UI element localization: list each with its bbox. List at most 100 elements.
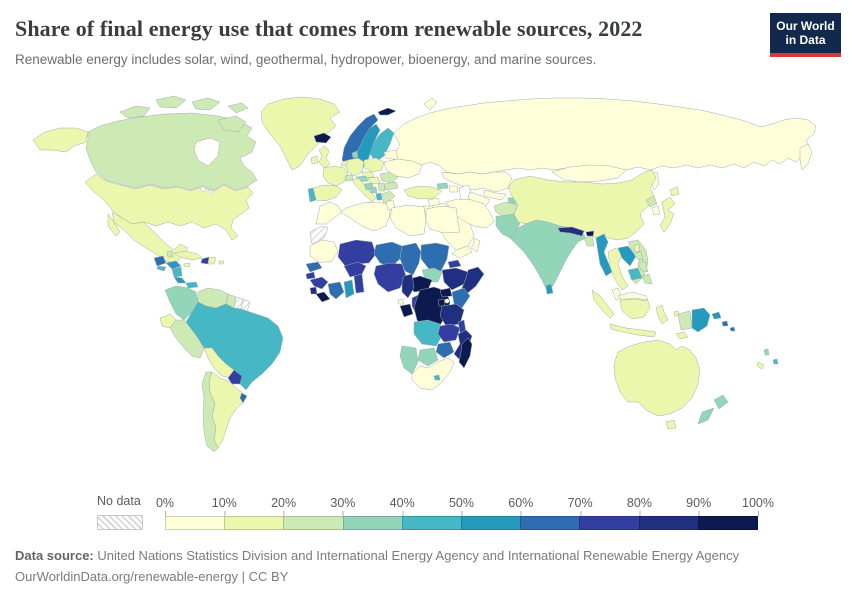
country-philippines[interactable] xyxy=(641,273,653,285)
country-ghana[interactable] xyxy=(343,279,355,299)
country-australia[interactable] xyxy=(613,339,701,417)
country-sierra-leone[interactable] xyxy=(309,286,318,295)
country-kamchatka[interactable] xyxy=(799,143,813,171)
legend-segment-80-90%[interactable] xyxy=(638,516,699,530)
country-ireland[interactable] xyxy=(310,155,319,165)
country-western-sahara[interactable] xyxy=(309,225,329,245)
country-yemen[interactable] xyxy=(451,245,473,259)
country-papua-new-guinea[interactable] xyxy=(691,307,711,333)
country-canada[interactable] xyxy=(85,112,258,191)
legend-segment-20-30%[interactable] xyxy=(283,516,344,530)
country-alaska[interactable] xyxy=(32,127,89,153)
country-germany[interactable] xyxy=(345,157,365,177)
country-burkina-faso[interactable] xyxy=(343,261,367,278)
country-fiji[interactable] xyxy=(772,358,779,365)
country-iran[interactable] xyxy=(445,198,495,229)
country-oman[interactable] xyxy=(470,237,481,253)
country-myanmar[interactable] xyxy=(595,233,613,277)
country-serbia[interactable] xyxy=(377,182,386,192)
country-uganda[interactable] xyxy=(439,287,453,298)
country-greece[interactable] xyxy=(381,190,396,205)
country-turkmenistan[interactable] xyxy=(467,191,491,207)
country-georgia[interactable] xyxy=(436,182,449,190)
country-egypt[interactable] xyxy=(425,205,461,234)
country-portugal[interactable] xyxy=(307,187,317,203)
country-el-salvador[interactable] xyxy=(156,265,167,272)
country-bulgaria[interactable] xyxy=(383,181,399,191)
owid-url-link[interactable]: OurWorldinData.org/renewable-energy xyxy=(15,569,239,584)
country-north-korea[interactable] xyxy=(645,195,658,208)
country-rwanda-burundi[interactable] xyxy=(437,298,446,307)
country-arctic-island[interactable] xyxy=(155,95,187,109)
country-senegal[interactable] xyxy=(305,261,323,273)
country-nicaragua[interactable] xyxy=(171,266,183,278)
country-zimbabwe[interactable] xyxy=(435,341,455,359)
country-chile[interactable] xyxy=(201,371,219,453)
country-albania[interactable] xyxy=(375,192,383,201)
country-lesotho[interactable] xyxy=(433,374,441,381)
country-solomon-islands[interactable] xyxy=(729,326,736,332)
country-belize[interactable] xyxy=(166,250,174,258)
country-kalimantan[interactable] xyxy=(619,298,651,320)
country-cote-divoire[interactable] xyxy=(327,281,345,300)
country-philippines[interactable] xyxy=(637,260,649,273)
country-solomon-islands[interactable] xyxy=(721,320,729,327)
country-baja[interactable] xyxy=(107,213,121,237)
country-cuba[interactable] xyxy=(173,250,203,261)
country-dominican-republic[interactable] xyxy=(207,256,217,265)
country-mali[interactable] xyxy=(337,239,377,268)
legend-segment-10-20%[interactable] xyxy=(224,516,285,530)
country-cambodia[interactable] xyxy=(627,267,643,281)
country-sudan[interactable] xyxy=(420,242,450,272)
legend-segment-50-60%[interactable] xyxy=(461,516,522,530)
country-namibia[interactable] xyxy=(399,345,419,375)
owid-logo[interactable]: Our World in Data xyxy=(770,13,841,57)
country-japan[interactable] xyxy=(659,196,676,233)
country-new-britain[interactable] xyxy=(711,311,722,320)
country-togo-benin[interactable] xyxy=(353,273,365,294)
country-uzbekistan[interactable] xyxy=(483,189,507,201)
no-data-swatch[interactable] xyxy=(97,515,143,530)
country-kenya[interactable] xyxy=(451,287,471,309)
country-morocco[interactable] xyxy=(315,201,343,225)
country-italy[interactable] xyxy=(351,177,377,203)
country-sri-lanka[interactable] xyxy=(545,283,554,295)
country-mexico[interactable] xyxy=(111,211,189,264)
country-algeria[interactable] xyxy=(340,201,391,232)
country-costa-rica[interactable] xyxy=(173,276,187,284)
country-botswana[interactable] xyxy=(417,347,439,367)
legend-segment-30-40%[interactable] xyxy=(342,516,403,530)
country-tasmania[interactable] xyxy=(665,419,677,430)
country-spain[interactable] xyxy=(312,184,343,202)
country-libya[interactable] xyxy=(389,204,427,237)
country-guinea[interactable] xyxy=(309,276,329,290)
country-new-zealand-north[interactable] xyxy=(713,394,729,410)
country-chad[interactable] xyxy=(399,242,422,276)
country-poland[interactable] xyxy=(363,157,385,173)
country-west-papua[interactable] xyxy=(677,310,693,331)
country-new-caledonia[interactable] xyxy=(756,361,765,370)
country-cameroon[interactable] xyxy=(401,273,415,299)
country-zambia[interactable] xyxy=(437,323,461,343)
country-gabon[interactable] xyxy=(399,303,414,318)
country-niger[interactable] xyxy=(373,241,403,268)
country-liberia[interactable] xyxy=(315,291,331,303)
country-timor[interactable] xyxy=(675,331,689,340)
country-france[interactable] xyxy=(322,165,349,187)
country-svalbard[interactable] xyxy=(377,107,397,116)
country-java[interactable] xyxy=(609,323,657,338)
legend-segment-60-70%[interactable] xyxy=(520,516,581,530)
country-sulawesi[interactable] xyxy=(655,304,669,325)
country-nigeria[interactable] xyxy=(373,262,407,293)
country-arctic-island[interactable] xyxy=(227,102,249,114)
country-nepal[interactable] xyxy=(557,226,585,237)
country-taiwan[interactable] xyxy=(633,243,641,253)
country-laos[interactable] xyxy=(617,245,637,267)
country-denmark[interactable] xyxy=(351,150,359,159)
country-madagascar[interactable] xyxy=(458,337,473,369)
country-bolivia[interactable] xyxy=(203,347,235,379)
country-greenland[interactable] xyxy=(260,96,341,171)
country-novaya-zemlya[interactable] xyxy=(423,97,438,111)
country-honduras[interactable] xyxy=(165,260,182,270)
legend-segment-70-80%[interactable] xyxy=(579,516,640,530)
